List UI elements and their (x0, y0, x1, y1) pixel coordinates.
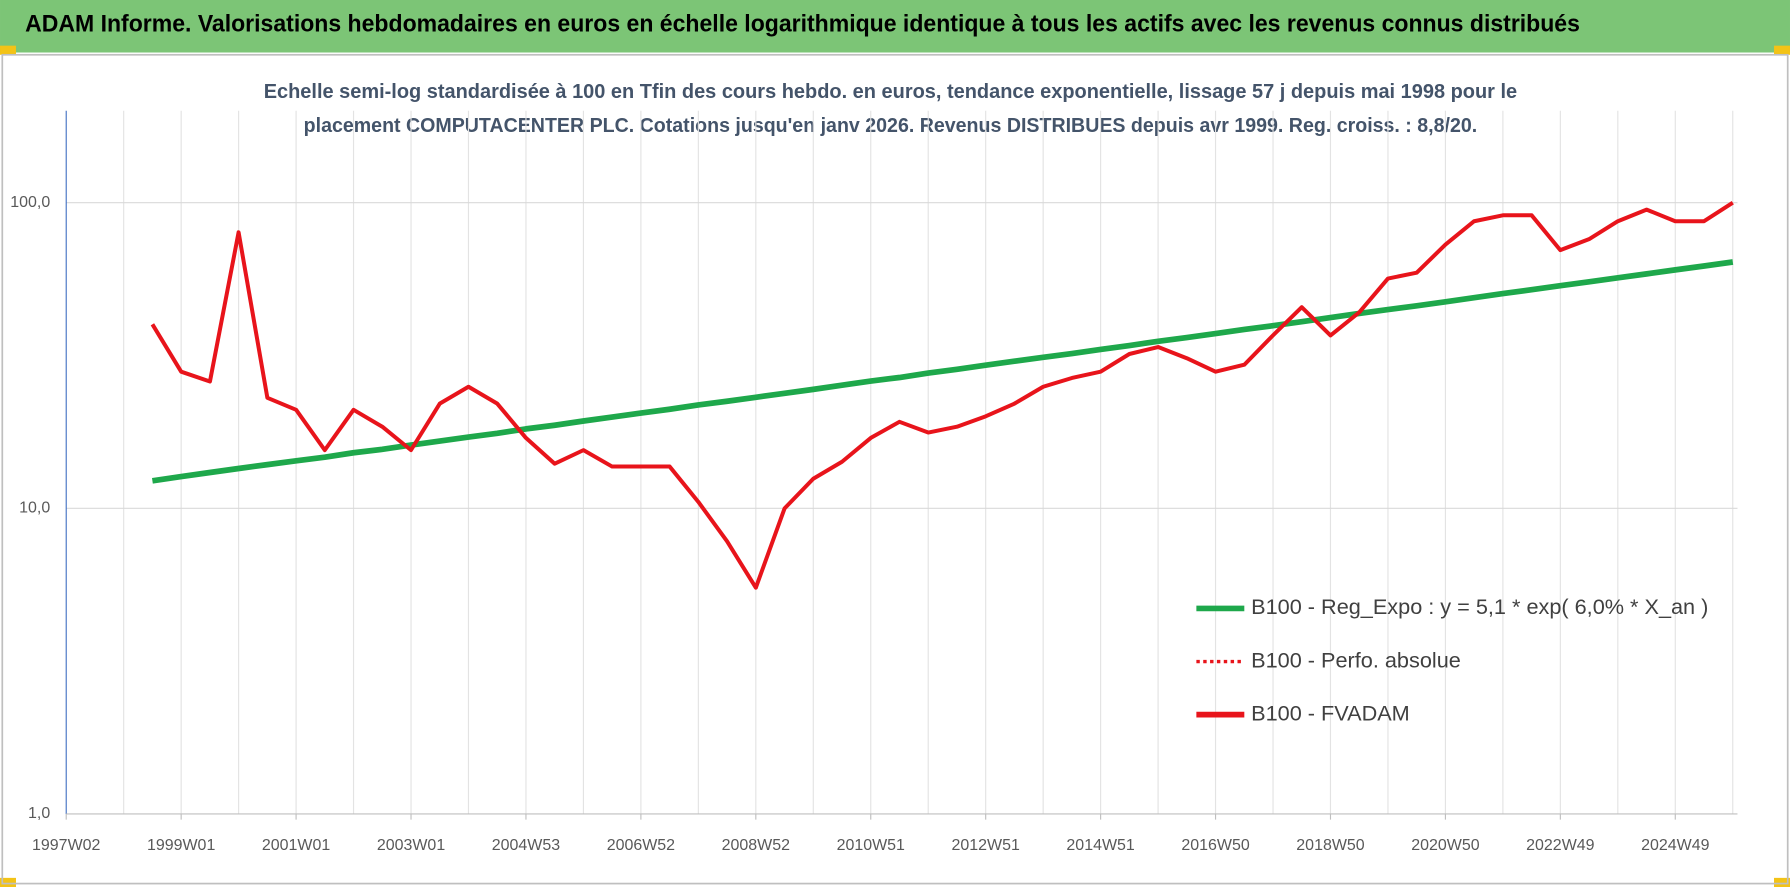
x-tick-label: 2018W50 (1296, 837, 1364, 854)
x-tick-label: 2014W51 (1066, 837, 1134, 854)
header-title: ADAM Informe. Valorisations hebdomadaire… (25, 10, 1580, 37)
x-tick-label: 2006W52 (607, 837, 675, 854)
x-tick-label: 1999W01 (147, 837, 215, 854)
legend-label: B100 - FVADAM (1251, 700, 1410, 725)
x-tick-label: 2004W53 (492, 837, 560, 854)
corner-mark (1774, 877, 1790, 887)
chart-title: Echelle semi-log standardisée à 100 en T… (264, 80, 1517, 103)
x-tick-label: 2024W49 (1641, 837, 1709, 854)
legend-label: B100 - Reg_Expo : y = 5,1 * exp( 6,0% * … (1251, 594, 1708, 619)
y-tick-label: 1,0 (28, 805, 50, 822)
x-tick-label: 1997W02 (32, 837, 100, 854)
chart-title: placement COMPUTACENTER PLC. Cotations j… (304, 114, 1478, 137)
x-tick-label: 2003W01 (377, 837, 445, 854)
x-tick-label: 2022W49 (1526, 837, 1594, 854)
chart-border (1, 53, 1789, 885)
x-tick-label: 2008W52 (722, 837, 790, 854)
x-tick-label: 2010W51 (837, 837, 905, 854)
x-tick-label: 2001W01 (262, 837, 330, 854)
legend-label: B100 - Perfo. absolue (1251, 647, 1461, 672)
corner-mark (0, 877, 16, 887)
x-tick-label: 2020W50 (1411, 837, 1479, 854)
series-line (150, 201, 1734, 590)
corner-mark (1774, 45, 1790, 55)
header-band (0, 0, 1790, 53)
corner-mark (0, 45, 16, 55)
x-tick-label: 2012W51 (952, 837, 1020, 854)
x-tick-label: 2016W50 (1181, 837, 1249, 854)
y-tick-label: 10,0 (19, 500, 50, 517)
y-tick-label: 100,0 (10, 194, 50, 211)
